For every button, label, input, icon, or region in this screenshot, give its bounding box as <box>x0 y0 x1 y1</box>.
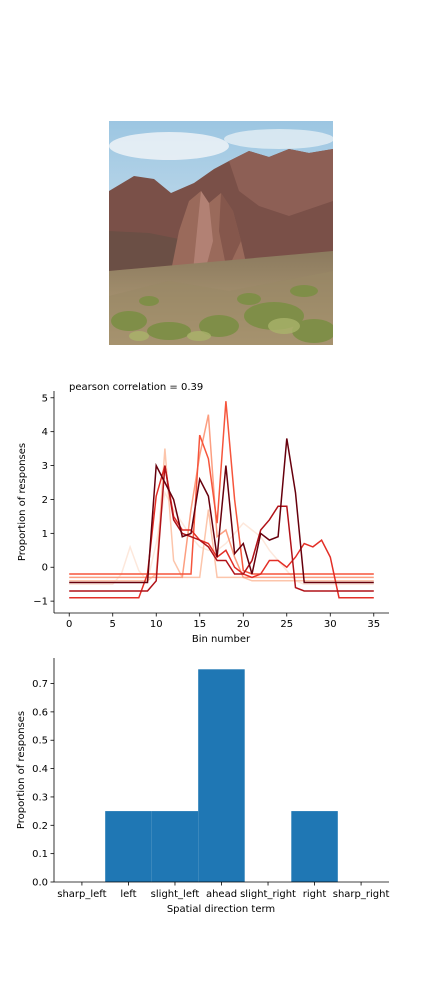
line-x-tick-label: 0 <box>66 619 72 630</box>
bar-y-tick-label: 0.2 <box>32 821 48 832</box>
bar-x-tick-label: slight_right <box>240 889 296 900</box>
line-series-2 <box>69 448 374 582</box>
line-y-tick-label: −1 <box>33 597 48 608</box>
line-x-axis-label: Bin number <box>192 634 251 645</box>
bar-right <box>291 811 338 882</box>
bar-x-tick-label: left <box>120 889 136 900</box>
line-y-tick-label: 2 <box>42 495 48 506</box>
line-y-tick-label: 4 <box>42 427 48 438</box>
line-series-4 <box>69 401 374 575</box>
bar-y-axis-label: Proportion of responses <box>16 711 27 829</box>
line-chart: pearson correlation = 0.39 0 5 10 15 20 25 30 3… <box>17 382 389 645</box>
line-x-tick-label: 5 <box>110 619 116 630</box>
bar-y-tick-label: 0.0 <box>32 878 48 889</box>
bar-slight-left <box>151 811 199 882</box>
bar-x-tick-label: slight_left <box>151 889 200 900</box>
line-series-3 <box>69 414 374 579</box>
line-y-tick-label: 3 <box>42 461 48 472</box>
line-series-group <box>69 401 374 599</box>
bar-left <box>105 811 152 882</box>
bar-x-tick-label: ahead <box>206 889 237 900</box>
landscape-photo <box>109 121 333 345</box>
line-x-tick-label: 30 <box>324 619 337 630</box>
line-series-6 <box>69 465 374 592</box>
bar-y-tick-label: 0.3 <box>32 792 48 803</box>
bar-y-tick-label: 0.1 <box>32 849 48 860</box>
line-series-5 <box>69 465 374 599</box>
bar-y-tick-label: 0.6 <box>32 707 48 718</box>
bar-x-tick-label: right <box>303 889 327 900</box>
line-x-tick-label: 35 <box>367 619 380 630</box>
line-y-tick-label: 1 <box>42 529 48 540</box>
line-y-tick-label: 5 <box>42 393 48 404</box>
line-y-axis-label: Proportion of responses <box>17 443 28 561</box>
bar-group <box>105 669 338 882</box>
bar-ahead <box>198 669 245 882</box>
line-x-tick-label: 20 <box>237 619 250 630</box>
bar-y-tick-label: 0.5 <box>32 736 48 747</box>
bar-y-tick-label: 0.7 <box>32 679 48 690</box>
line-x-tick-label: 10 <box>150 619 163 630</box>
bar-x-axis-label: Spatial direction term <box>167 904 275 915</box>
line-series-1 <box>69 490 374 585</box>
chart-title: pearson correlation = 0.39 <box>69 382 203 393</box>
bar-y-tick-label: 0.4 <box>32 764 48 775</box>
landscape-illustration <box>109 121 333 345</box>
line-x-tick-label: 25 <box>280 619 293 630</box>
line-series-7 <box>69 438 374 584</box>
line-x-tick-label: 15 <box>193 619 206 630</box>
bar-x-tick-label: sharp_left <box>57 889 106 900</box>
bar-axes: sharp_left left slight_left ahead slight_rig… <box>32 658 389 900</box>
line-axes: 0 5 10 15 20 25 30 35 −1 0 1 2 3 4 5 <box>33 391 389 630</box>
bar-x-tick-label: sharp_right <box>333 889 390 900</box>
line-y-tick-label: 0 <box>42 563 48 574</box>
